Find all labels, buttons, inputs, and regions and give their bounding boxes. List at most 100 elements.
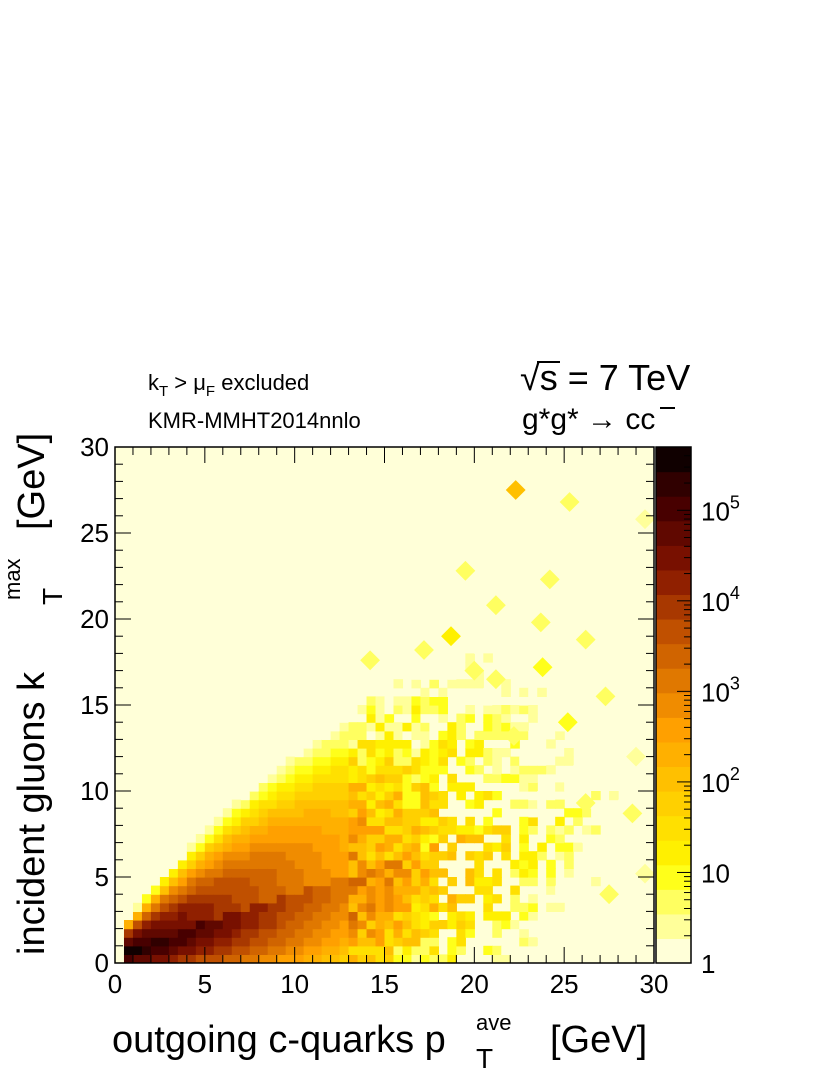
heatmap-cell (501, 920, 511, 930)
heatmap-cell (258, 954, 269, 963)
heatmap-cell (222, 920, 233, 930)
heatmap-cell (366, 911, 377, 921)
heatmap-cell (501, 679, 511, 689)
heatmap-cell (285, 791, 296, 801)
scattered-cell (575, 793, 596, 813)
x-axis-title: outgoing c-quarks p (112, 1019, 446, 1061)
heatmap-cell (555, 902, 565, 912)
heatmap-cell (483, 851, 493, 861)
heatmap-cell (339, 937, 350, 947)
heatmap-cell (546, 791, 556, 801)
heatmap-cell (285, 834, 296, 844)
heatmap-cell (528, 713, 538, 723)
heatmap-cell (240, 842, 251, 852)
heatmap-cell (276, 954, 287, 963)
heatmap-cell (555, 687, 565, 697)
heatmap-cell (195, 885, 206, 895)
heatmap-cell (366, 791, 377, 801)
heatmap-cell (420, 730, 431, 740)
heatmap-cell (375, 902, 386, 912)
heatmap-cell (492, 808, 502, 818)
heatmap-cell (384, 894, 395, 904)
heatmap-cell (204, 859, 215, 869)
heatmap-cell (447, 653, 457, 663)
heatmap-cell (555, 834, 565, 844)
heatmap-cell (456, 713, 466, 723)
heatmap-cell (456, 937, 466, 947)
heatmap-cell (132, 928, 143, 938)
heatmap-cell (267, 782, 278, 792)
heatmap-cell (366, 954, 377, 963)
heatmap-cell (501, 705, 511, 715)
heatmap-cell (375, 928, 386, 938)
heatmap-cell (222, 877, 233, 887)
heatmap-cell (222, 842, 233, 852)
heatmap-cell (420, 825, 431, 835)
heatmap-cell (249, 894, 260, 904)
heatmap-cell (276, 851, 287, 861)
heatmap-cell (393, 696, 404, 706)
heatmap-cell (339, 773, 350, 783)
heatmap-cell (420, 834, 431, 844)
heatmap-cell (465, 911, 475, 921)
y-tick-label: 15 (80, 690, 109, 720)
pdf-label: KMR-MMHT2014nnlo (148, 408, 361, 433)
heatmap-cell (447, 679, 457, 689)
heatmap-cell (357, 928, 368, 938)
heatmap-cell (492, 748, 502, 758)
heatmap-cell (366, 825, 377, 835)
heatmap-cell (177, 937, 188, 947)
heatmap-cell (564, 825, 574, 835)
heatmap-cell (519, 928, 529, 938)
heatmap-cell (294, 920, 305, 930)
heatmap-cell (294, 782, 305, 792)
heatmap-cell (438, 799, 448, 809)
heatmap-cell (168, 928, 179, 938)
heatmap-cell (465, 799, 475, 809)
heatmap-cell (348, 816, 359, 826)
heatmap-cell (258, 834, 269, 844)
heatmap-cell (339, 920, 350, 930)
heatmap-cell (546, 713, 556, 723)
heatmap-cell (348, 920, 359, 930)
heatmap-cell (267, 945, 278, 955)
heatmap-cell (330, 739, 341, 749)
heatmap-cell (186, 954, 197, 963)
heatmap-cell (276, 894, 287, 904)
heatmap-cell (339, 816, 350, 826)
heatmap-cell (348, 808, 359, 818)
heatmap-cell (483, 713, 493, 723)
heatmap-cell (357, 851, 368, 861)
heatmap-cell (429, 748, 439, 758)
heatmap-cell (321, 842, 332, 852)
heatmap-cell (231, 825, 242, 835)
heatmap-cell (456, 782, 466, 792)
heatmap-cell (276, 877, 287, 887)
heatmap-cell (573, 902, 583, 912)
heatmap-cell (519, 937, 529, 947)
heatmap-cell (483, 773, 493, 783)
heatmap-cell (384, 730, 395, 740)
heatmap-cell (546, 765, 556, 775)
heatmap-cell (213, 954, 224, 963)
heatmap-cell (348, 765, 359, 775)
heatmap-cell (528, 825, 538, 835)
heatmap-cell (177, 885, 188, 895)
heatmap-cell (177, 954, 188, 963)
heatmap-cell (357, 825, 368, 835)
heatmap-cell (294, 937, 305, 947)
heatmap-cell (492, 722, 502, 732)
heatmap-cell (375, 851, 386, 861)
heatmap-cell (501, 748, 511, 758)
heatmap-cell (258, 825, 269, 835)
heatmap-cell (213, 868, 224, 878)
heatmap-cell (438, 834, 448, 844)
heatmap-cell (537, 842, 547, 852)
heatmap-cell (366, 920, 377, 930)
heatmap-cell (375, 868, 386, 878)
heatmap-cell (564, 808, 574, 818)
heatmap-cell (303, 825, 314, 835)
heatmap-cell (420, 868, 431, 878)
heatmap-cell (474, 739, 484, 749)
heatmap-cell (402, 756, 413, 766)
